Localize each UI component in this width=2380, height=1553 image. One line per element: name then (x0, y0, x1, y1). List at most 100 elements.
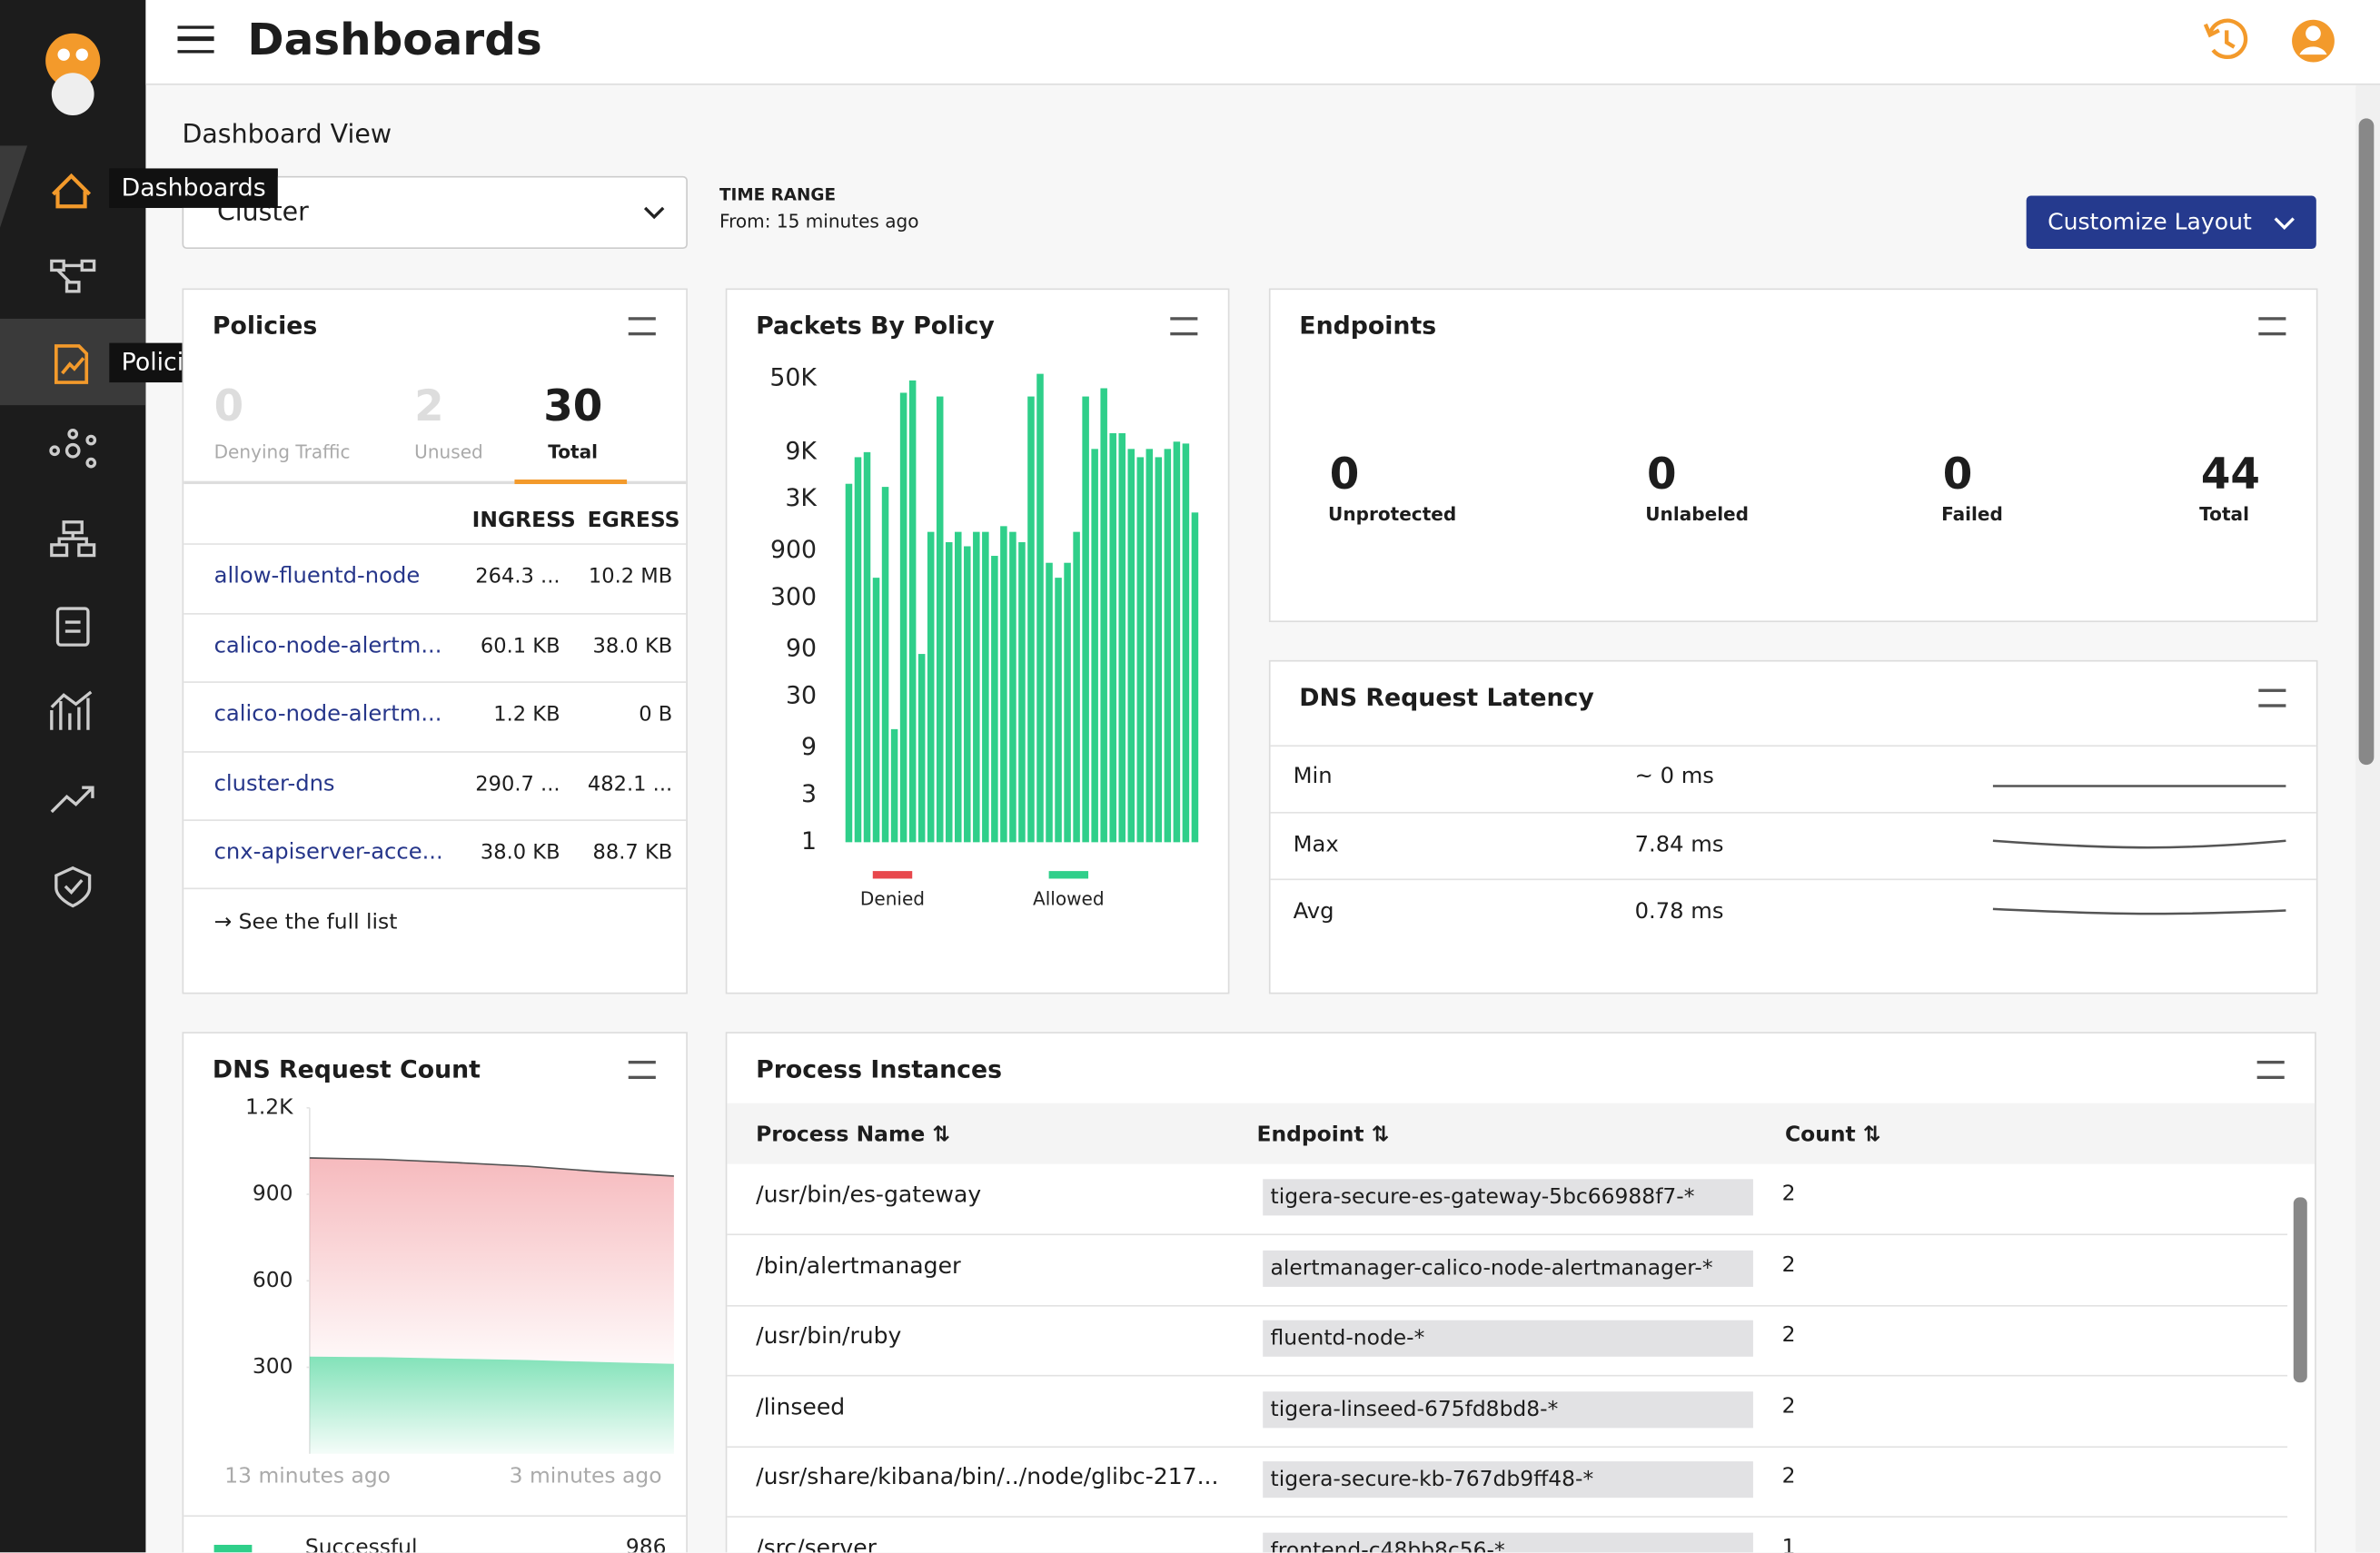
button-label: Customize Layout (2048, 207, 2252, 235)
policies-card: Policies 0 Denying Traffic 2 Unused 30 T… (182, 288, 688, 994)
column-header[interactable]: Count ⇅ (1785, 1123, 1881, 1148)
rect (80, 259, 96, 272)
row-divider (183, 543, 687, 545)
legend-label: Successful (305, 1534, 418, 1553)
full-list-link[interactable]: → See the full list (213, 910, 398, 935)
ingress: 264.3 ... (475, 564, 560, 589)
dns-count-chart: 300 600 900 1.2K 13 minutes ago 3 minutes ago… (183, 1093, 687, 1553)
bar (964, 546, 971, 843)
policy-name[interactable]: cnx-apiserver-acce... (213, 840, 443, 866)
rect (50, 259, 65, 272)
bar (1173, 441, 1181, 843)
path (2299, 46, 2327, 55)
bar (991, 556, 998, 843)
bar (973, 531, 980, 843)
stat-label: Total (2199, 503, 2249, 526)
bar (1136, 457, 1145, 843)
ingress: 38.0 KB (480, 840, 560, 866)
stat-value: 30 (543, 381, 603, 431)
g (54, 344, 89, 384)
count: 2 (1781, 1323, 1796, 1349)
customize-button[interactable]: Customize Layout (2026, 195, 2316, 250)
count: 2 (1781, 1394, 1796, 1419)
bar (1182, 443, 1190, 843)
bar (1000, 526, 1007, 843)
stat-label: Unlabeled (1645, 503, 1750, 526)
time-range[interactable]: From: 15 minutes ago (719, 211, 919, 232)
stat-label: Unprotected (1328, 503, 1457, 526)
policy-name[interactable]: allow-fluentd-node (213, 564, 421, 589)
stat-value: 44 (2200, 449, 2260, 500)
column-label: Process Name (756, 1123, 926, 1148)
policy-name[interactable]: calico-node-alertm... (213, 702, 442, 727)
bar (854, 457, 862, 843)
circle (49, 445, 61, 457)
path (2274, 217, 2295, 231)
policy-name[interactable]: calico-node-alertm... (213, 633, 442, 658)
polygon (0, 145, 28, 228)
column-header[interactable]: Endpoint ⇅ (1256, 1123, 1390, 1148)
bar (927, 531, 935, 843)
metric: Max (1293, 832, 1339, 857)
count: 2 (1781, 1182, 1796, 1207)
card-menu[interactable] (2258, 688, 2286, 707)
bar (1055, 578, 1062, 843)
process-name: /linseed (756, 1395, 846, 1419)
card-menu[interactable] (1170, 317, 1198, 336)
circle (51, 73, 94, 115)
egress: 10.2 MB (588, 564, 673, 589)
process-name: /usr/share/kibana/bin/../node/glibc-217.… (756, 1466, 1219, 1489)
g (2203, 18, 2248, 59)
metric-value: ~ 0 ms (1634, 765, 1714, 789)
scrollbar-thumb[interactable] (2293, 1197, 2307, 1383)
sparkline (1992, 839, 2286, 849)
menu-button[interactable] (177, 25, 214, 54)
circle (2306, 25, 2321, 42)
count: 2 (1781, 1465, 1796, 1489)
metric-value: 0.78 ms (1634, 899, 1724, 925)
card-menu[interactable] (628, 317, 656, 336)
bar (945, 542, 953, 843)
bar (1018, 542, 1026, 843)
column-label: Count (1785, 1123, 1856, 1148)
header-icons[interactable] (2197, 0, 2380, 84)
dns-latency-card: DNS Request Latency Min ~ 0 ms Max 7.84 ms A… (1268, 659, 2318, 994)
x-label: 13 minutes ago (224, 1462, 391, 1488)
row-divider (183, 819, 687, 821)
row-divider (727, 1446, 2288, 1448)
bar (917, 654, 926, 843)
sparkline (1992, 907, 2286, 915)
bar (1155, 457, 1163, 843)
stat-label: Unused (414, 441, 483, 463)
y-tick-label: 1 (801, 827, 817, 856)
bar (845, 483, 853, 843)
rect (62, 520, 84, 535)
divider (1270, 745, 2316, 747)
column-label: Endpoint (1256, 1123, 1364, 1148)
path (64, 620, 81, 633)
policy-name[interactable]: cluster-dns (213, 771, 335, 796)
endpoint-chip: fluentd-node-* (1263, 1321, 1753, 1358)
circle (85, 434, 97, 446)
y-tick-label: 300 (253, 1353, 293, 1379)
scrollbar-thumb[interactable] (2358, 118, 2375, 766)
bar (1109, 433, 1116, 843)
legend-swatch (213, 1544, 253, 1553)
packets-card: Packets By Policy 50K 9K 3K 900 300 90 30 9 3 1 De… (725, 288, 1230, 994)
endpoint-chip: tigera-secure-kb-767db9ff48-* (1263, 1461, 1753, 1499)
stat-value: 2 (414, 381, 444, 431)
card-menu[interactable] (2258, 317, 2286, 336)
column-header[interactable]: Process Name ⇅ (756, 1123, 950, 1148)
metric: Min (1293, 765, 1333, 789)
stat-label: Failed (1941, 503, 2003, 526)
rect (77, 543, 96, 558)
endpoint-chip: alertmanager-calico-node-alertmanager-* (1263, 1250, 1753, 1287)
path (2225, 30, 2236, 49)
header: Dashboards (145, 0, 2380, 85)
row-divider (727, 1233, 2288, 1236)
path (56, 263, 83, 283)
card-menu[interactable] (2256, 1060, 2285, 1080)
card-menu[interactable] (628, 1060, 656, 1080)
legend-swatch (1048, 871, 1089, 879)
card-title: Process Instances (756, 1054, 1003, 1084)
